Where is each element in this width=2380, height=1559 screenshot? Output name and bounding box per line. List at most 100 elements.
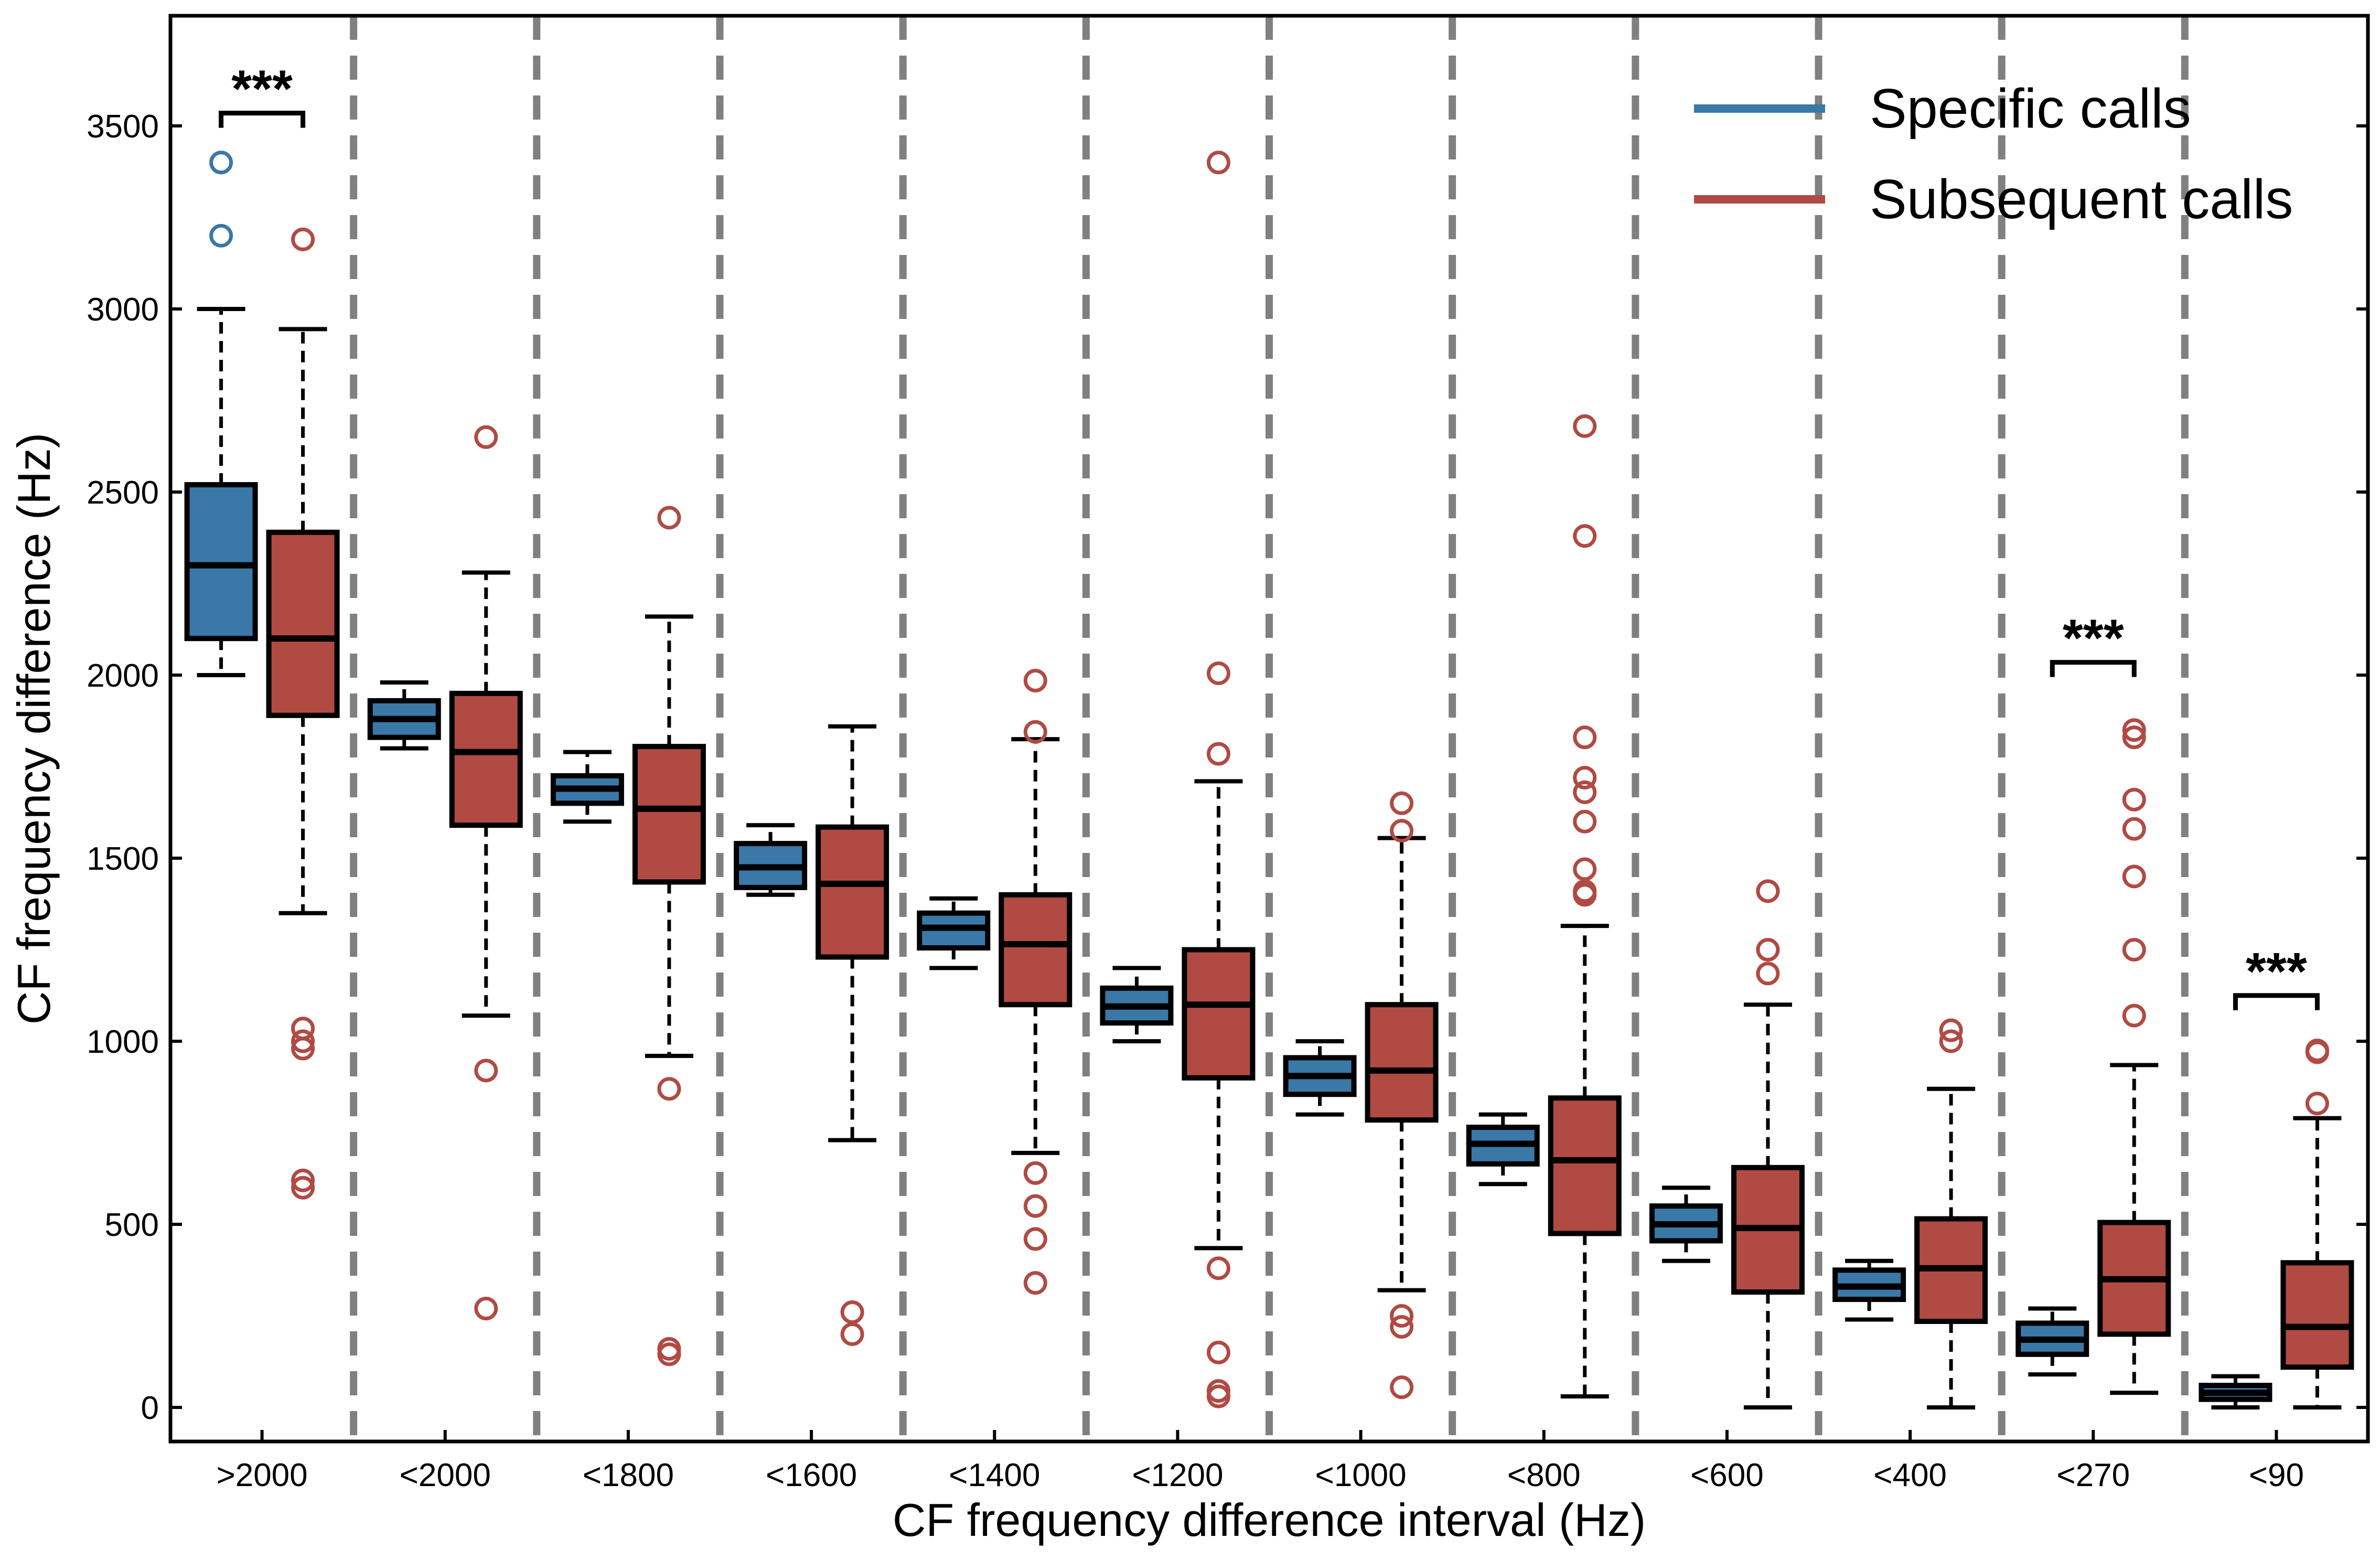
box-group	[1649, 1186, 1723, 1263]
box-iqr	[999, 892, 1073, 1008]
box-group	[1100, 966, 1174, 1043]
outlier-point	[1206, 1256, 1230, 1280]
legend-label-specific: Specific calls	[1870, 78, 2191, 140]
x-tick-label: <1600	[766, 1457, 857, 1493]
x-tick-label: <800	[1507, 1457, 1581, 1493]
outlier-point	[840, 1300, 864, 1325]
outlier-point	[1390, 1375, 1414, 1400]
x-axis-title: CF frequency difference interval (Hz)	[893, 1494, 1646, 1546]
outlier-point	[1573, 857, 1597, 881]
outlier-point	[291, 1029, 315, 1053]
box-group	[550, 750, 624, 824]
x-tick-label: <1400	[949, 1457, 1040, 1493]
y-tick-label: 2000	[87, 658, 159, 694]
y-tick-label: 500	[105, 1207, 159, 1243]
outlier-point	[1390, 1315, 1414, 1339]
outlier-point	[2122, 938, 2146, 962]
x-tick-label: <90	[2249, 1457, 2304, 1493]
y-axis: 0 500 1000 1500 2000 2500 3000 3500	[87, 109, 2368, 1426]
box-iqr	[1548, 1095, 1622, 1236]
outlier-point	[209, 223, 233, 248]
box-group	[1914, 1018, 1988, 1409]
box-iqr	[184, 482, 258, 642]
significance-label: ***	[231, 60, 293, 119]
box-iqr	[632, 744, 706, 885]
outlier-point	[1573, 809, 1597, 834]
outlier-point	[291, 227, 315, 251]
y-tick-label: 1000	[87, 1024, 159, 1060]
outlier-point	[1023, 1271, 1047, 1295]
outlier-point	[1573, 725, 1597, 750]
box-group	[632, 506, 706, 1366]
outlier-point	[1573, 780, 1597, 804]
box-group	[1466, 1112, 1540, 1187]
outlier-point	[2122, 864, 2146, 889]
box-group	[266, 227, 340, 1200]
significance-annotations: *** *** ***	[219, 60, 2320, 1010]
y-axis-title: CF frequency difference (Hz)	[8, 433, 60, 1024]
x-tick-label: <400	[1873, 1457, 1947, 1493]
box-iqr	[1182, 947, 1256, 1081]
box-group	[1832, 1258, 1906, 1322]
x-tick-label: <2000	[400, 1457, 491, 1493]
outlier-point	[474, 425, 498, 449]
box-group	[999, 668, 1073, 1295]
outlier-point	[474, 1059, 498, 1083]
outlier-point	[1390, 1304, 1414, 1328]
significance-label: ***	[2246, 942, 2307, 1001]
outlier-point	[1023, 1161, 1047, 1185]
significance-bracket	[219, 111, 306, 128]
x-tick-label: <1200	[1132, 1457, 1223, 1493]
x-tick-label: <270	[2056, 1457, 2130, 1493]
outlier-point	[1023, 1227, 1047, 1251]
x-axis: >2000 <2000 <1800 <1600 <1400 <1200 <1000 <800 <…	[217, 1430, 2304, 1493]
outlier-point	[1756, 962, 1780, 986]
box-group	[2199, 1374, 2272, 1409]
x-tick-label: >2000	[217, 1457, 308, 1493]
outlier-point	[1023, 1194, 1047, 1218]
outlier-point	[1023, 720, 1047, 744]
y-tick-label: 3500	[87, 109, 159, 145]
outlier-point	[2122, 718, 2146, 742]
plot-frame	[168, 14, 2370, 1444]
box-iqr	[2280, 1260, 2354, 1370]
box-group	[449, 425, 523, 1321]
box-iqr	[449, 690, 523, 828]
outlier-point	[291, 1037, 315, 1061]
significance-bracket	[2233, 993, 2320, 1010]
box-group	[1283, 1039, 1357, 1117]
box-group	[1365, 791, 1439, 1400]
outlier-point	[1390, 791, 1414, 815]
y-tick-label: 3000	[87, 292, 159, 328]
outlier-point	[657, 506, 681, 530]
outlier-point	[1206, 661, 1230, 686]
outlier-point	[2122, 787, 2146, 811]
box-iqr	[266, 529, 340, 718]
significance-bracket	[2050, 660, 2137, 677]
outlier-point	[2305, 1040, 2329, 1064]
outlier-point	[1573, 524, 1597, 548]
box-group	[1548, 414, 1622, 1399]
y-tick-label: 0	[141, 1390, 159, 1426]
x-tick-label: <600	[1690, 1457, 1764, 1493]
outlier-point	[1206, 742, 1230, 766]
box-group	[816, 724, 889, 1346]
outlier-point	[840, 1322, 864, 1346]
outlier-point	[657, 1342, 681, 1366]
box-iqr	[816, 824, 889, 960]
outlier-point	[2122, 725, 2146, 750]
outlier-point	[1390, 819, 1414, 843]
outlier-point	[2122, 817, 2146, 841]
box-group	[917, 896, 991, 970]
box-groups	[184, 151, 2354, 1409]
outlier-point	[2305, 1092, 2329, 1116]
outlier-point	[474, 1297, 498, 1321]
outlier-point	[1206, 1340, 1230, 1364]
outlier-point	[1756, 938, 1780, 962]
outlier-point	[1206, 1384, 1230, 1408]
legend: Specific calls Subsequent calls	[1694, 78, 2293, 230]
box-group	[2280, 1038, 2354, 1409]
outlier-point	[1939, 1018, 1963, 1042]
outlier-point	[209, 151, 233, 175]
